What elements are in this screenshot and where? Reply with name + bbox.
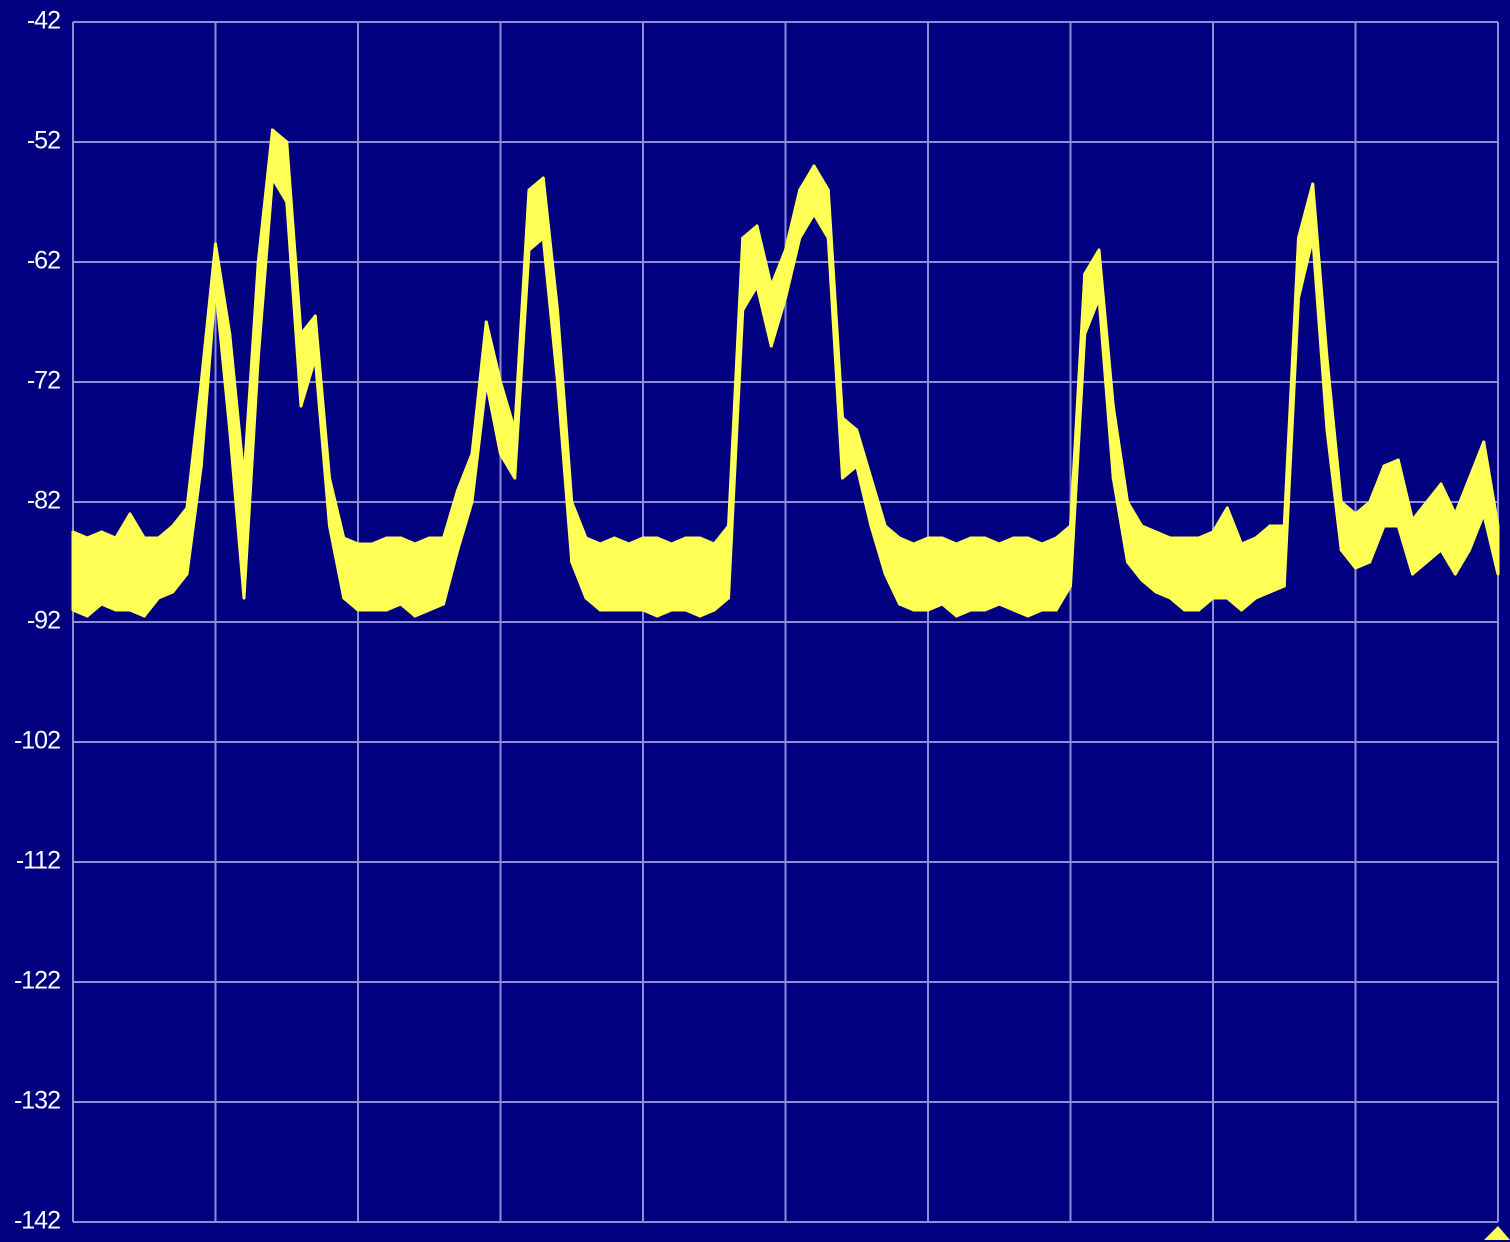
trace-band xyxy=(641,536,659,618)
trace-band xyxy=(969,536,987,612)
y-tick-label: -82 xyxy=(27,487,60,515)
trace-band xyxy=(385,536,403,612)
trace-band xyxy=(1040,536,1058,612)
trace-band xyxy=(1254,524,1272,600)
trace-band xyxy=(370,536,388,612)
trace-band xyxy=(356,542,374,612)
trace-band xyxy=(655,536,673,618)
trace-band xyxy=(898,536,916,612)
y-tick-label: -142 xyxy=(14,1207,60,1235)
trace-band xyxy=(613,536,631,612)
trace-band xyxy=(1240,536,1258,612)
trace-band xyxy=(841,416,859,480)
trace-band xyxy=(527,176,545,252)
y-tick-label: -132 xyxy=(14,1087,60,1115)
trace-band xyxy=(342,536,360,612)
trace-band xyxy=(1012,536,1030,618)
trace-band xyxy=(157,524,175,600)
trace-band xyxy=(684,536,702,618)
y-tick-label: -102 xyxy=(14,727,60,755)
trace-band xyxy=(427,536,445,612)
trace-band xyxy=(940,536,958,618)
trace-band xyxy=(1354,500,1372,570)
trace-band xyxy=(1183,536,1201,612)
y-tick-label: -42 xyxy=(27,7,60,35)
trace-band xyxy=(1168,536,1186,612)
trace-band xyxy=(983,536,1001,612)
trace-band xyxy=(71,530,89,618)
trace-band xyxy=(627,536,645,612)
y-tick-label: -62 xyxy=(27,247,60,275)
trace-band xyxy=(1482,440,1500,576)
trace-band xyxy=(670,536,688,612)
trace-band xyxy=(1382,458,1400,528)
marker xyxy=(1484,1226,1510,1240)
trace-band xyxy=(1197,530,1215,612)
y-tick-label: -122 xyxy=(14,967,60,995)
trace-band xyxy=(1268,524,1286,594)
trace-band xyxy=(1154,530,1172,600)
y-axis: -42 -52 -62 -72 -82 -92 -102 -112 -122 -132 -142 xyxy=(14,7,61,1235)
trace-band xyxy=(85,530,103,618)
trace-band xyxy=(598,536,616,612)
trace-band xyxy=(584,536,602,612)
trace-band xyxy=(1140,524,1158,594)
trace-band xyxy=(997,536,1015,612)
trace xyxy=(71,128,1500,618)
y-tick-label: -72 xyxy=(27,367,60,395)
trace-band xyxy=(1026,536,1044,618)
trace-band xyxy=(399,536,417,618)
trace-band xyxy=(926,536,944,612)
y-tick-label: -52 xyxy=(27,127,60,155)
y-tick-label: -112 xyxy=(16,847,60,875)
trace-band xyxy=(698,536,716,618)
trace-band xyxy=(100,530,118,612)
trace-band xyxy=(912,536,930,612)
y-tick-label: -92 xyxy=(27,607,60,635)
trace-band xyxy=(413,536,431,618)
trace-band xyxy=(955,536,973,618)
grid xyxy=(72,21,1499,1223)
